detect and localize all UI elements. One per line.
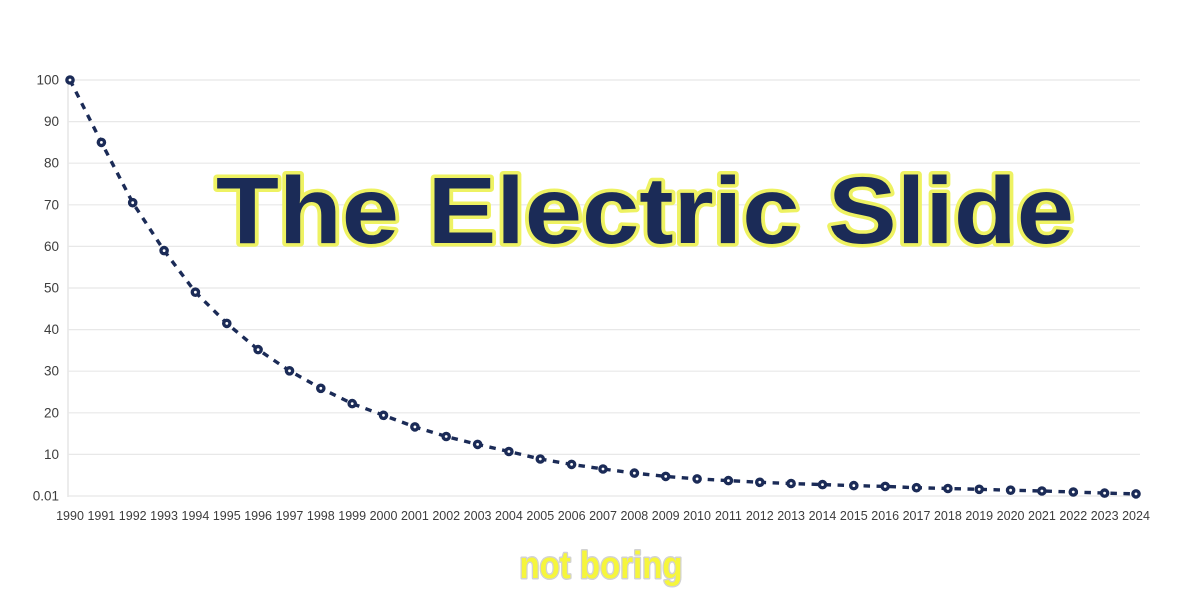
y-tick-label: 30 [44,364,59,379]
x-tick-label: 2020 [997,509,1025,523]
data-point [410,422,420,432]
data-point [598,464,608,474]
x-tick-label: 2012 [746,509,774,523]
data-point [629,468,640,478]
data-point [190,287,201,298]
y-tick-label: 50 [44,281,59,296]
data-point [880,481,891,492]
x-tick-label: 2013 [777,509,805,523]
data-point [692,474,702,484]
x-tick-label: 1996 [244,509,272,523]
not-boring-logo: not boring [520,545,683,587]
data-point [1068,487,1079,497]
data-point [1131,489,1141,499]
x-tick-label: 1992 [119,509,147,523]
y-tick-label: 0.01 [33,489,59,504]
x-tick-label: 2014 [809,509,837,523]
y-tick-label: 100 [36,73,59,88]
x-tick-label: 2000 [370,509,398,523]
data-point [159,245,169,256]
x-tick-label: 2008 [620,509,648,523]
x-tick-label: 2005 [526,509,554,523]
x-tick-label: 1994 [182,509,210,523]
x-tick-label: 2016 [871,509,899,523]
x-tick-label: 2021 [1028,509,1056,523]
y-axis-labels: 100 90 80 70 60 50 40 30 20 10 0.01 [33,73,59,504]
y-tick-label: 40 [44,322,59,337]
data-point [253,344,263,355]
data-point [441,431,452,442]
data-point [786,478,796,489]
x-tick-label: 1997 [276,509,304,523]
data-point [566,459,577,470]
x-axis-labels: 1990 1991 1992 1993 1994 1995 1996 1997 1998 1999… [56,509,1150,523]
trend-line [68,79,1137,496]
data-point [284,365,295,376]
x-tick-label: 2006 [558,509,586,523]
data-point [535,454,546,464]
data-point [65,75,75,85]
x-tick-label: 2004 [495,509,523,523]
data-point [1037,486,1047,496]
x-tick-label: 2022 [1059,509,1087,523]
x-tick-label: 1991 [87,509,115,523]
data-series [65,75,1141,499]
x-tick-label: 1998 [307,509,335,523]
y-tick-label: 10 [44,447,59,462]
x-tick-label: 1993 [150,509,178,523]
data-point [660,471,671,482]
data-point [911,482,922,493]
data-point [849,480,859,491]
x-tick-label: 2017 [903,509,931,523]
data-point [504,446,514,457]
x-tick-label: 2011 [715,509,742,523]
data-point [221,318,232,329]
data-point [96,137,107,148]
data-point [817,479,828,490]
x-tick-label: 2023 [1091,509,1119,523]
x-tick-label: 1999 [338,509,366,523]
x-tick-label: 1995 [213,509,241,523]
data-point [943,483,953,494]
data-point [1099,488,1110,498]
data-point [347,398,358,409]
data-point [974,484,985,495]
y-tick-label: 20 [44,405,59,420]
x-tick-label: 2002 [432,509,460,523]
x-tick-label: 2001 [401,509,429,523]
x-tick-label: 2009 [652,509,680,523]
data-point [723,475,734,486]
data-point [378,410,389,421]
x-tick-label: 2024 [1122,509,1150,523]
x-tick-label: 2015 [840,509,868,523]
data-point [755,477,765,488]
x-tick-label: 1990 [56,509,84,523]
x-tick-label: 2018 [934,509,962,523]
y-tick-label: 90 [44,114,59,129]
gridlines [67,79,1140,497]
y-tick-label: 70 [44,197,59,212]
y-tick-label: 60 [44,239,59,254]
x-tick-label: 2007 [589,509,617,523]
x-tick-label: 2019 [965,509,993,523]
data-point [1005,485,1016,496]
data-point [472,439,483,450]
chart-title: The Electric Slide [216,158,1074,264]
data-point [315,383,326,394]
x-tick-label: 2010 [683,509,711,523]
y-tick-label: 80 [44,156,59,171]
x-tick-label: 2003 [464,509,492,523]
data-point [127,197,138,208]
